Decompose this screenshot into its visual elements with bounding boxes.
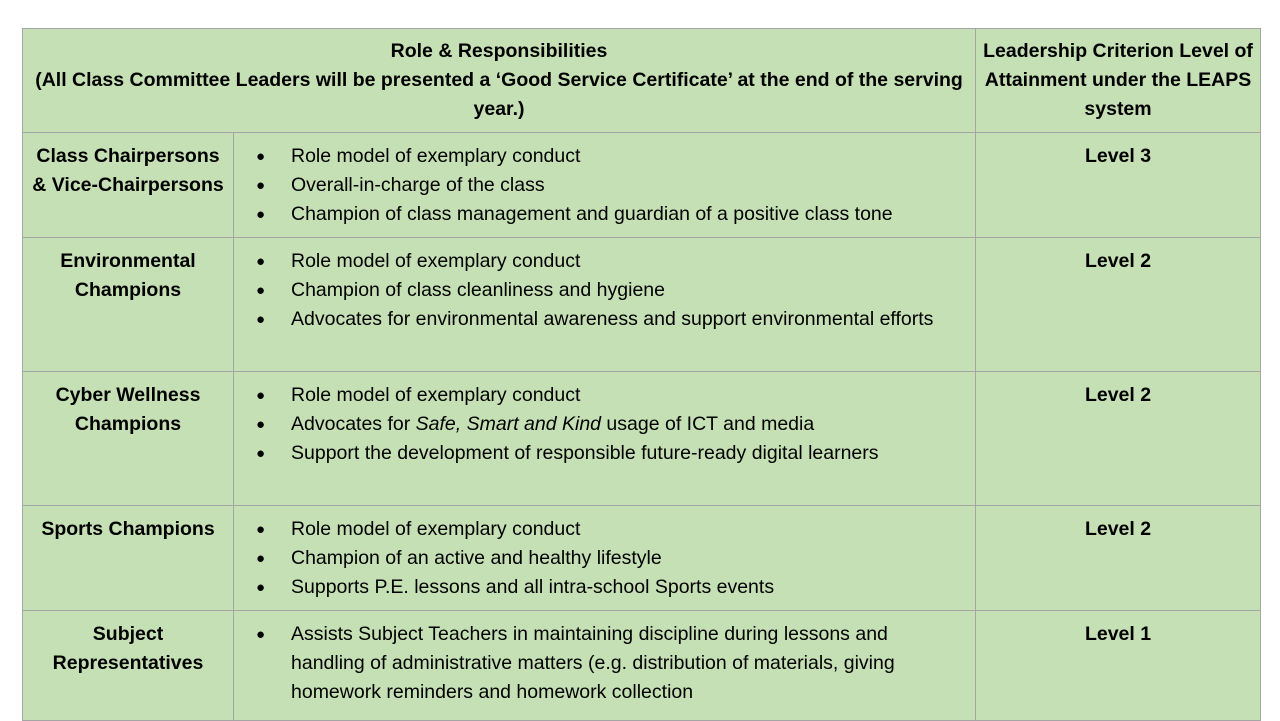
- responsibility-list: ● Role model of exemplary conduct ● Champi…: [254, 247, 967, 334]
- header-row: Role & Responsibilities (All Class Commi…: [21, 28, 1262, 133]
- responsibility-list: ● Role model of exemplary conduct ● Advoca…: [254, 381, 967, 468]
- responsibilities-cell: ● Role model of exemplary conduct ● Overal…: [232, 132, 977, 238]
- level-header-cell: Leadership Criterion Level of Attainment…: [975, 28, 1262, 133]
- bullet-icon: ●: [256, 387, 266, 404]
- table-row: Class Chairpersons & Vice-Chairpersons ●…: [22, 132, 1262, 238]
- list-item: ● Role model of exemplary conduct: [254, 142, 967, 171]
- level-value: Level 3: [975, 132, 1262, 238]
- list-item: ● Assists Subject Teachers in maintaining…: [254, 620, 967, 707]
- leadership-roles-table: Role & Responsibilities (All Class Commi…: [21, 28, 1262, 721]
- responsibility-list: ● Assists Subject Teachers in maintaining…: [254, 620, 967, 707]
- role-name: Class Chairpersons & Vice-Chairpersons: [22, 132, 234, 238]
- role-name: Sports Champions: [22, 505, 234, 611]
- bullet-icon: ●: [256, 311, 266, 328]
- level-value: Level 1: [975, 610, 1262, 721]
- role-name: Cyber Wellness Champions: [22, 371, 234, 506]
- list-item: ● Role model of exemplary conduct: [254, 515, 967, 544]
- bullet-icon: ●: [256, 253, 266, 270]
- bullet-icon: ●: [256, 445, 266, 462]
- table-row: Subject Representatives ● Assists Subject…: [22, 610, 1262, 721]
- level-value: Level 2: [975, 505, 1262, 611]
- table-row: Environmental Champions ● Role model of e…: [22, 237, 1262, 372]
- level-value: Level 2: [975, 371, 1262, 506]
- bullet-icon: ●: [256, 579, 266, 596]
- responsibilities-cell: ● Role model of exemplary conduct ● Champi…: [232, 237, 977, 372]
- list-item: ● Role model of exemplary conduct: [254, 247, 967, 276]
- responsibility-list: ● Role model of exemplary conduct ● Overal…: [254, 142, 967, 229]
- table-row: Cyber Wellness Champions ● Role model of …: [22, 371, 1262, 506]
- level-value: Level 2: [975, 237, 1262, 372]
- bullet-icon: ●: [256, 416, 266, 433]
- role-header-cell: Role & Responsibilities (All Class Commi…: [21, 28, 977, 133]
- role-header-note: (All Class Committee Leaders will be pre…: [35, 69, 963, 120]
- bullet-icon: ●: [256, 282, 266, 299]
- bullet-icon: ●: [256, 148, 266, 165]
- list-item: ● Support the development of responsible …: [254, 439, 967, 468]
- list-item: ● Role model of exemplary conduct: [254, 381, 967, 410]
- table-row: Sports Champions ● Role model of exemplar…: [22, 505, 1262, 611]
- responsibilities-cell: ● Role model of exemplary conduct ● Advoca…: [232, 371, 977, 506]
- list-item: ● Advocates for environmental awareness a…: [254, 305, 967, 334]
- list-item: ● Advocates for Safe, Smart and Kind usag…: [254, 410, 967, 439]
- bullet-icon: ●: [256, 550, 266, 567]
- list-item: ● Overall-in-charge of the class: [254, 171, 967, 200]
- role-name: Environmental Champions: [22, 237, 234, 372]
- list-item: ● Champion of an active and healthy lifes…: [254, 544, 967, 573]
- list-item: ● Champion of class management and guardi…: [254, 200, 967, 229]
- role-header-title: Role & Responsibilities: [390, 40, 608, 62]
- list-item: ● Champion of class cleanliness and hygie…: [254, 276, 967, 305]
- bullet-icon: ●: [256, 206, 266, 223]
- bullet-icon: ●: [256, 521, 266, 538]
- responsibility-list: ● Role model of exemplary conduct ● Champi…: [254, 515, 967, 602]
- responsibilities-cell: ● Assists Subject Teachers in maintaining…: [232, 610, 977, 721]
- role-name: Subject Representatives: [22, 610, 234, 721]
- bullet-icon: ●: [256, 177, 266, 194]
- list-item: ● Supports P.E. lessons and all intra-sch…: [254, 573, 967, 602]
- bullet-icon: ●: [256, 626, 266, 643]
- responsibilities-cell: ● Role model of exemplary conduct ● Champi…: [232, 505, 977, 611]
